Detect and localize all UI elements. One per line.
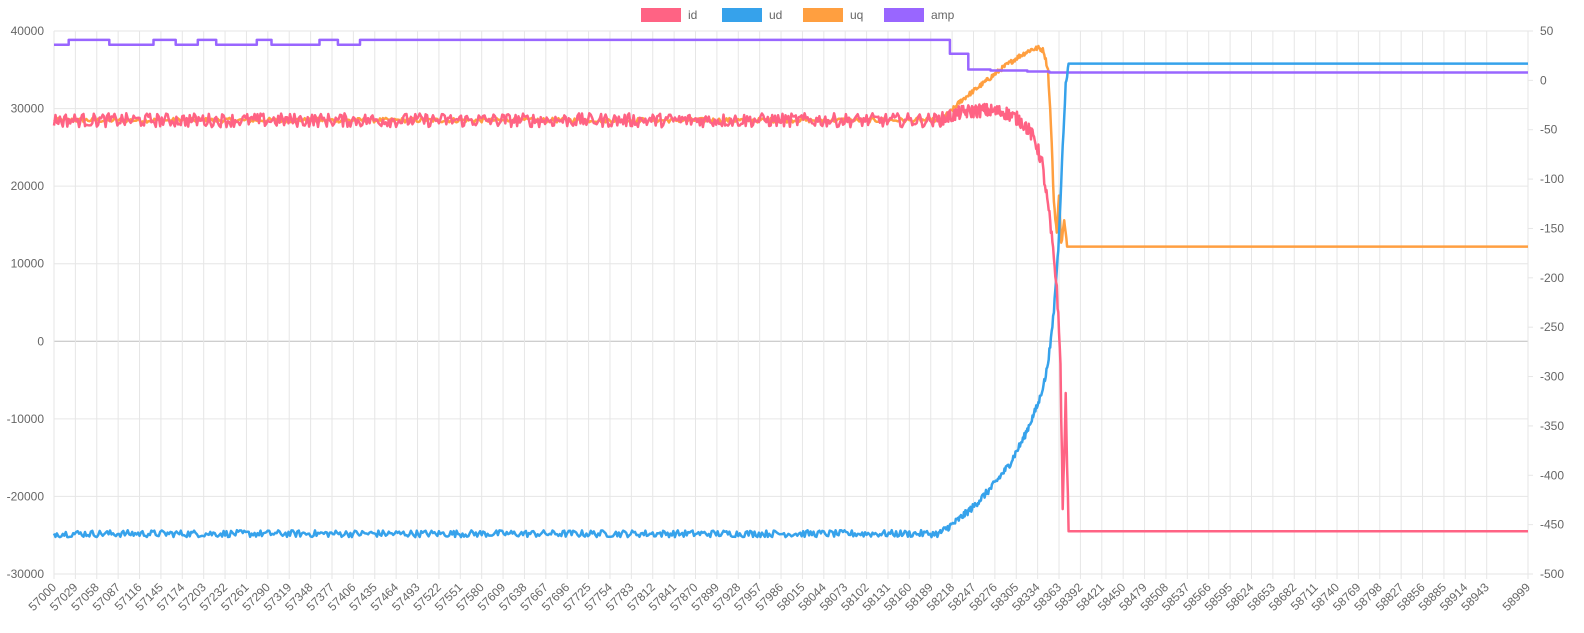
legend-swatch [803,8,843,22]
y-left-tick-label: 40000 [11,24,45,38]
y-right-tick-label: -300 [1540,370,1564,384]
legend-label: uq [850,8,863,22]
y-right-tick-label: -250 [1540,320,1564,334]
y-left-tick-label: 30000 [11,102,45,116]
legend-swatch [722,8,762,22]
y-right-tick-label: -400 [1540,468,1564,482]
y-right-tick-label: -100 [1540,172,1564,186]
y-left-tick-label: 20000 [11,179,45,193]
y-left-tick-label: -20000 [7,489,45,503]
legend-label: id [688,8,697,22]
legend-item-uq[interactable]: uq [803,8,863,22]
series-line-id [52,102,1529,533]
legend-item-ud[interactable]: ud [722,8,782,22]
y-axis-right: 50 0 -50 -100 -150 -200 -250 -300 -350 -400 -450 -5… [1528,24,1564,581]
legend-swatch [641,8,681,22]
y-left-tick-label: -30000 [7,567,45,581]
y-right-tick-label: 0 [1540,73,1547,87]
y-left-tick-label: 10000 [11,257,45,271]
y-right-tick-label: -350 [1540,419,1564,433]
legend[interactable]: id ud uq amp [641,8,955,22]
legend-label: amp [931,8,955,22]
y-right-tick-label: -150 [1540,221,1564,235]
y-right-tick-label: -200 [1540,271,1564,285]
legend-item-id[interactable]: id [641,8,697,22]
legend-swatch [884,8,924,22]
y-left-tick-label: 0 [37,334,44,348]
y-right-tick-label: -500 [1540,567,1564,581]
y-left-tick-label: -10000 [7,412,45,426]
y-right-tick-label: -50 [1540,123,1558,137]
legend-item-amp[interactable]: amp [884,8,955,22]
series-line-amp [54,38,1528,74]
y-axis-left: 40000 30000 20000 10000 0 -10000 -20000 -30000 [7,24,45,581]
legend-label: ud [769,8,782,22]
series-line-uq [53,44,1529,248]
x-axis: 5700057029570585708757116571455717457203… [26,580,1534,614]
x-tick-label: 58999 [1500,580,1534,614]
y-right-tick-label: -450 [1540,518,1564,532]
y-right-tick-label: 50 [1540,24,1554,38]
series-line-ud [52,62,1529,539]
series-lines [52,38,1529,539]
